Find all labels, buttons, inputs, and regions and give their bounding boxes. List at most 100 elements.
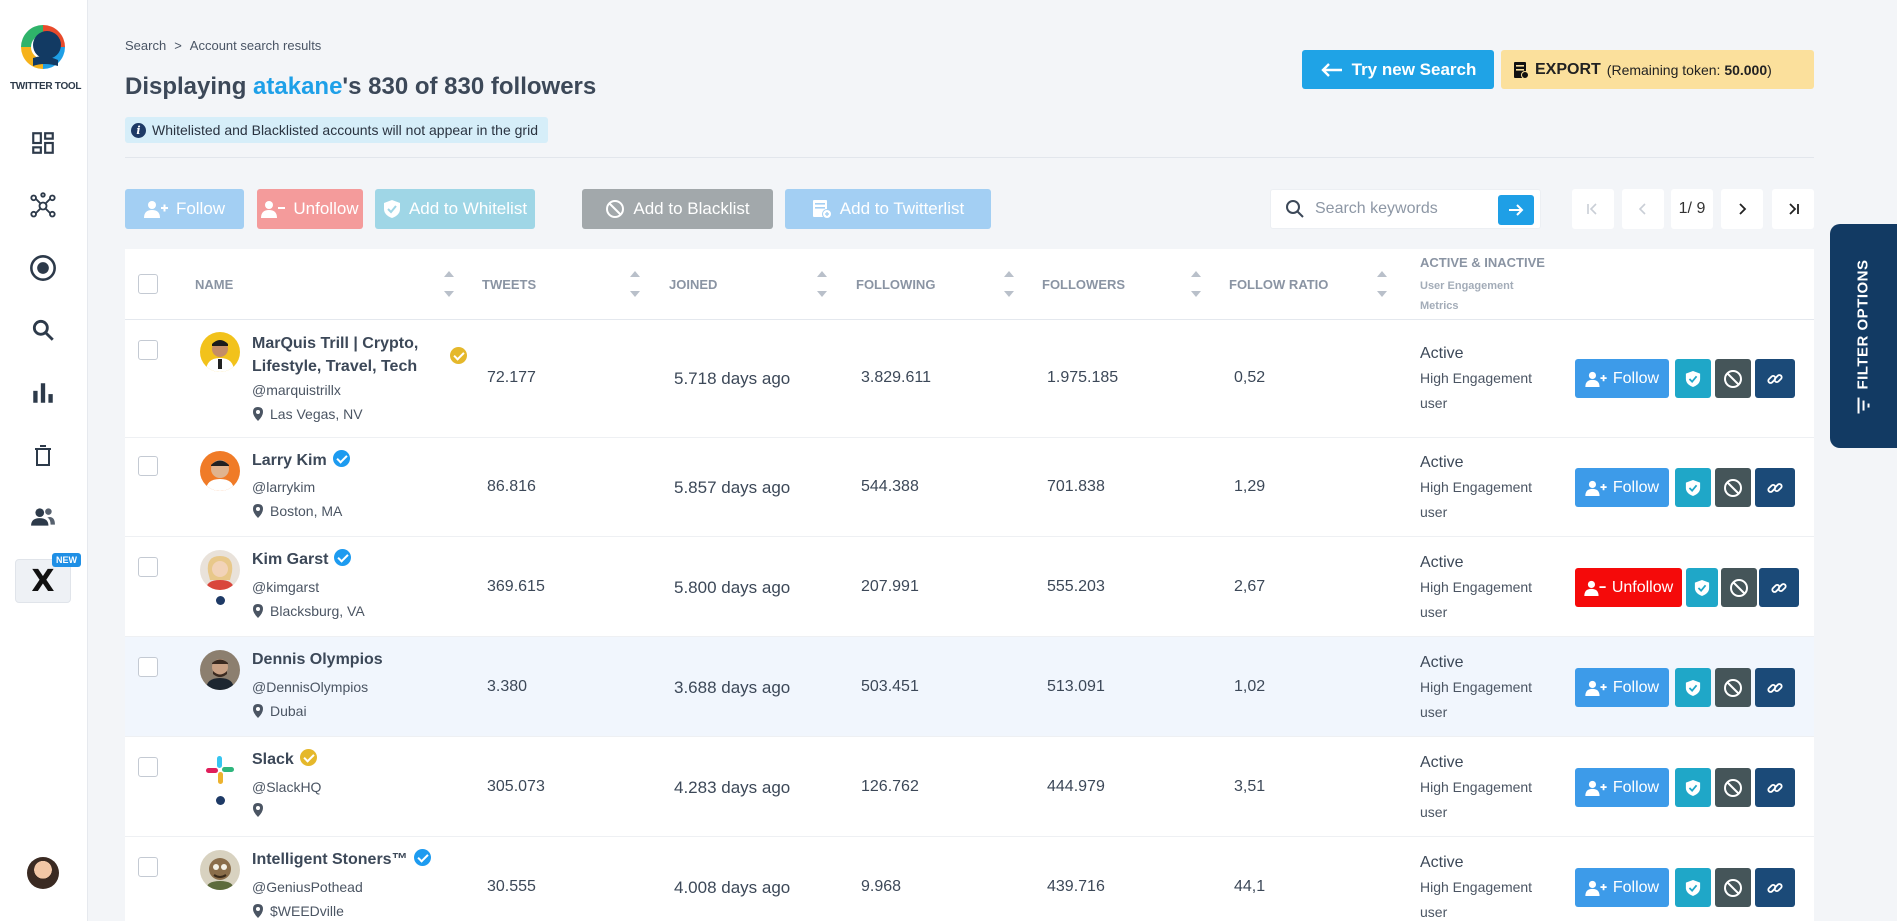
page-title-prefix: Displaying	[125, 73, 254, 100]
account-handle[interactable]: @larrykim	[252, 479, 316, 495]
user-minus-icon	[261, 201, 286, 218]
column-followers[interactable]: FOLLOWERS	[1042, 277, 1126, 292]
search-icon[interactable]	[29, 316, 57, 344]
add-to-twitterlist-button[interactable]: Add to Twitterlist	[785, 189, 991, 229]
avatar[interactable]	[200, 650, 240, 690]
select-all-checkbox[interactable]	[138, 274, 158, 294]
bulk-follow-button[interactable]: Follow	[125, 189, 244, 229]
blacklist-button[interactable]	[1721, 568, 1757, 607]
try-new-search-button[interactable]: Try new Search	[1302, 50, 1494, 89]
row-checkbox[interactable]	[138, 557, 158, 577]
page-title-account[interactable]: atakane	[253, 73, 343, 100]
follow-button[interactable]: Follow	[1575, 468, 1669, 507]
whitelist-button[interactable]	[1675, 768, 1711, 807]
profile-link-button[interactable]	[1755, 668, 1795, 707]
table-row: Slack @SlackHQ 305.073 4.283 days ago 12…	[125, 737, 1814, 837]
profile-link-button[interactable]	[1759, 568, 1799, 607]
sort-joined-icon[interactable]	[817, 271, 827, 297]
search-input[interactable]	[1315, 200, 1495, 218]
app-logo[interactable]	[18, 22, 68, 72]
column-joined[interactable]: JOINED	[669, 277, 718, 292]
whitelist-button[interactable]	[1675, 359, 1711, 398]
arrow-left-icon	[1320, 62, 1342, 77]
account-name[interactable]: Kim Garst	[252, 548, 352, 571]
follow-button[interactable]: Follow	[1575, 868, 1669, 907]
whitelist-button[interactable]	[1686, 568, 1718, 607]
blacklist-button[interactable]	[1715, 359, 1751, 398]
sort-name-icon[interactable]	[444, 271, 454, 297]
account-location: $WEEDville	[252, 903, 344, 919]
row-checkbox[interactable]	[138, 757, 158, 777]
followers-count: 701.838	[1047, 478, 1105, 495]
activity-status: Active	[1420, 754, 1464, 771]
row-checkbox[interactable]	[138, 456, 158, 476]
blacklist-button[interactable]	[1715, 468, 1751, 507]
blacklist-button[interactable]	[1715, 768, 1751, 807]
account-name[interactable]: Larry Kim	[252, 449, 350, 472]
row-checkbox[interactable]	[138, 340, 158, 360]
account-handle[interactable]: @DennisOlympios	[252, 679, 369, 695]
avatar[interactable]	[200, 550, 240, 590]
filter-options-tab[interactable]: FILTER OPTIONS	[1830, 224, 1897, 448]
users-icon[interactable]	[29, 503, 57, 531]
sort-followers-icon[interactable]	[1191, 271, 1201, 297]
whitelist-button[interactable]	[1675, 868, 1711, 907]
last-page-button[interactable]	[1772, 189, 1814, 229]
account-name[interactable]: MarQuis Trill | Crypto, Lifestyle, Trave…	[252, 335, 419, 375]
breadcrumb-current: Account search results	[189, 38, 322, 53]
blacklist-button[interactable]	[1715, 668, 1751, 707]
column-follow-ratio[interactable]: FOLLOW RATIO	[1229, 277, 1329, 292]
avatar[interactable]	[200, 850, 240, 890]
joined-value: 4.283 days ago	[674, 778, 791, 797]
account-handle[interactable]: @SlackHQ	[252, 779, 322, 795]
profile-link-button[interactable]	[1755, 468, 1795, 507]
row-checkbox[interactable]	[138, 857, 158, 877]
network-icon[interactable]	[29, 192, 57, 220]
profile-link-button[interactable]	[1755, 868, 1795, 907]
row-checkbox[interactable]	[138, 657, 158, 677]
search-submit-button[interactable]	[1498, 195, 1534, 225]
whitelist-button[interactable]	[1675, 668, 1711, 707]
bar-chart-icon[interactable]	[29, 379, 57, 407]
avatar[interactable]	[200, 750, 240, 790]
follow-ratio-value: 0,52	[1234, 369, 1266, 386]
avatar[interactable]	[27, 857, 59, 889]
account-name[interactable]: Slack	[252, 748, 317, 771]
dashboard-icon[interactable]	[29, 129, 57, 157]
sort-tweets-icon[interactable]	[630, 271, 640, 297]
location-pin-icon	[253, 504, 263, 518]
trash-icon[interactable]	[29, 442, 57, 470]
sort-following-icon[interactable]	[1004, 271, 1014, 297]
next-page-button[interactable]	[1721, 189, 1763, 229]
account-handle[interactable]: @kimgarst	[252, 579, 320, 595]
ban-icon	[1724, 878, 1742, 897]
previous-page-button[interactable]	[1622, 189, 1664, 229]
breadcrumb-root[interactable]: Search	[125, 38, 167, 53]
avatar[interactable]	[200, 451, 240, 491]
search-box	[1270, 189, 1541, 229]
unfollow-button[interactable]: Unfollow	[1575, 568, 1682, 607]
follow-button[interactable]: Follow	[1575, 668, 1669, 707]
account-handle[interactable]: @marquistrillx	[252, 382, 341, 398]
follow-button[interactable]: Follow	[1575, 768, 1669, 807]
first-page-button[interactable]	[1572, 189, 1614, 229]
profile-link-button[interactable]	[1755, 359, 1795, 398]
account-name[interactable]: Dennis Olympios	[252, 651, 383, 668]
column-name[interactable]: NAME	[195, 277, 234, 292]
target-icon[interactable]	[29, 254, 57, 282]
follow-button[interactable]: Follow	[1575, 359, 1669, 398]
add-to-whitelist-button[interactable]: Add to Whitelist	[375, 189, 535, 229]
location-pin-icon	[253, 803, 263, 817]
bulk-unfollow-button[interactable]: Unfollow	[257, 189, 363, 229]
account-handle[interactable]: @GeniusPothead	[252, 879, 363, 895]
column-following[interactable]: FOLLOWING	[856, 277, 936, 292]
blacklist-button[interactable]	[1715, 868, 1751, 907]
column-tweets[interactable]: TWEETS	[482, 277, 537, 292]
add-to-blacklist-button[interactable]: Add to Blacklist	[582, 189, 773, 229]
avatar[interactable]	[200, 332, 240, 372]
sort-follow-ratio-icon[interactable]	[1377, 271, 1387, 297]
profile-link-button[interactable]	[1755, 768, 1795, 807]
export-button[interactable]: EXPORT (Remaining token: 50.000)	[1501, 50, 1814, 89]
account-name[interactable]: Intelligent Stoners™	[252, 848, 431, 871]
whitelist-button[interactable]	[1675, 468, 1711, 507]
